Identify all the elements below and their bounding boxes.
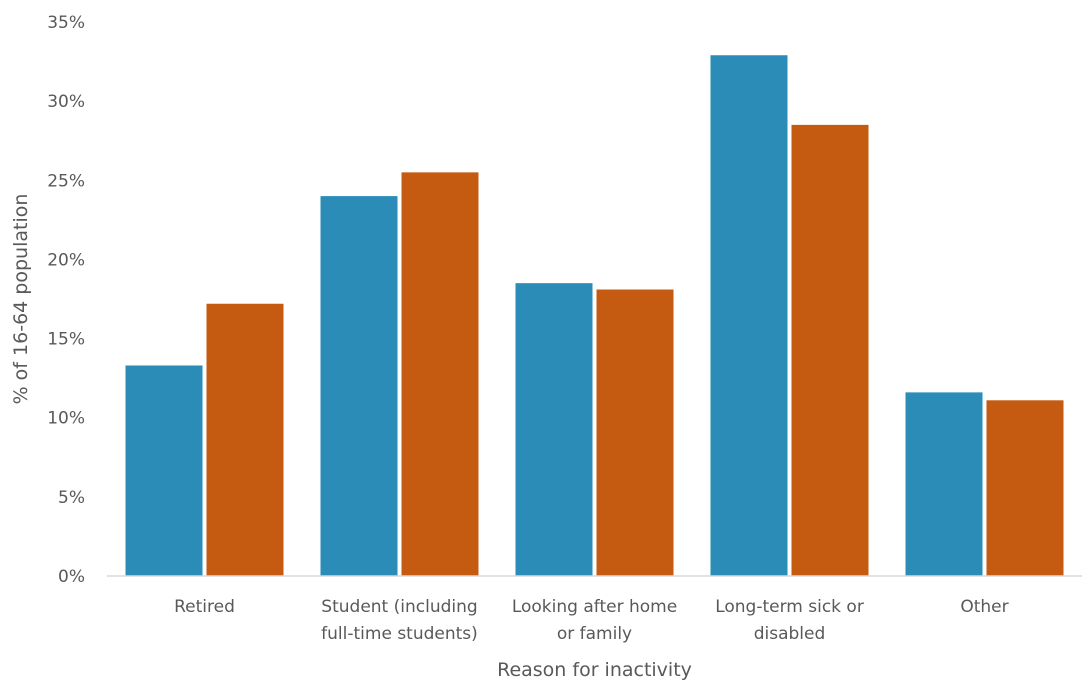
y-tick-label: 0%: [58, 567, 85, 587]
bar-series2-cat5: [986, 400, 1064, 576]
bar-series1-cat5: [905, 392, 983, 576]
bar-series1-cat1: [125, 365, 203, 576]
y-tick-label: 5%: [58, 488, 85, 508]
y-axis-ticks: 0% 5% 10% 15% 20% 25% 30% 35%: [47, 13, 85, 587]
x-axis-categories: Retired Student (including full-time stude…: [174, 597, 1009, 644]
y-tick-label: 35%: [47, 13, 85, 33]
y-tick-label: 15%: [47, 330, 85, 350]
y-axis-title: % of 16-64 population: [10, 194, 32, 405]
y-tick-label: 20%: [47, 250, 85, 270]
x-category-label: Long-term sick or: [715, 597, 864, 617]
x-category-label: full-time students): [321, 624, 478, 644]
bar-series2-cat3: [596, 289, 674, 576]
x-category-label: disabled: [754, 624, 826, 644]
y-tick-label: 10%: [47, 409, 85, 429]
y-tick-label: 25%: [47, 171, 85, 191]
x-category-label: Student (including: [321, 597, 477, 617]
y-tick-label: 30%: [47, 92, 85, 112]
x-category-label: or family: [557, 624, 632, 644]
bar-series1-cat2: [320, 196, 398, 576]
bar-series2-cat2: [401, 172, 479, 576]
bar-series1-cat4: [710, 55, 788, 577]
x-category-label: Other: [960, 597, 1008, 617]
x-category-label: Retired: [174, 597, 235, 617]
bar-series1-cat3: [515, 283, 593, 576]
bar-series2-cat1: [206, 303, 284, 576]
x-axis-title: Reason for inactivity: [497, 659, 692, 681]
bar-series2-cat4: [791, 124, 869, 576]
x-category-label: Looking after home: [512, 597, 677, 617]
bars: [125, 55, 1064, 577]
